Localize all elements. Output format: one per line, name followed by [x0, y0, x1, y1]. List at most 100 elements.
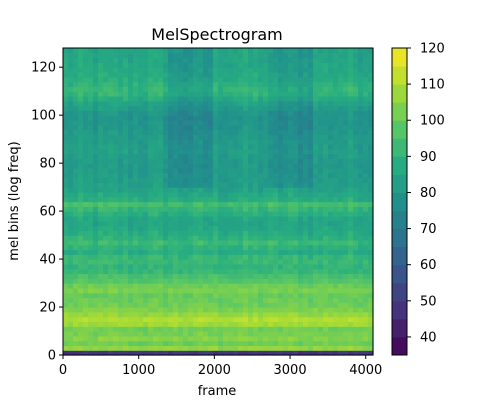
heatmap-cell [128, 167, 134, 174]
heatmap-cell [173, 215, 179, 222]
heatmap-cell [243, 67, 249, 73]
heatmap-cell [278, 129, 284, 135]
heatmap-cell [88, 143, 94, 150]
heatmap-cell [198, 52, 204, 59]
heatmap-cell [218, 182, 224, 188]
heatmap-cell [298, 187, 304, 193]
heatmap-cell [128, 95, 134, 102]
heatmap-cell [363, 57, 369, 63]
heatmap-cell [263, 105, 269, 111]
heatmap-cell [148, 321, 154, 327]
heatmap-cell [358, 259, 364, 265]
heatmap-cell [198, 302, 204, 308]
heatmap-cell [168, 91, 174, 97]
heatmap-cell [178, 139, 184, 145]
heatmap-cell [193, 278, 199, 284]
heatmap-cell [253, 172, 259, 179]
heatmap-cell [178, 283, 184, 289]
heatmap-cell [263, 71, 269, 78]
heatmap-cell [368, 91, 374, 97]
heatmap-cell [248, 71, 254, 78]
heatmap-cell [358, 158, 364, 164]
heatmap-cell [88, 81, 94, 87]
heatmap-cell [98, 263, 104, 270]
heatmap-cell [333, 302, 339, 308]
y-tick-label: 40 [39, 253, 56, 268]
heatmap-cell [308, 225, 314, 231]
heatmap-cell [303, 177, 309, 183]
heatmap-cell [258, 196, 264, 203]
heatmap-cell [363, 307, 369, 313]
heatmap-cell [173, 273, 179, 279]
heatmap-cell [283, 119, 289, 126]
heatmap-cell [108, 254, 114, 260]
heatmap-cell [133, 263, 139, 270]
heatmap-cell [178, 263, 184, 270]
heatmap-cell [113, 187, 119, 193]
heatmap-cell [273, 259, 279, 265]
heatmap-cell [113, 143, 119, 150]
heatmap-cell [358, 278, 364, 284]
heatmap-cell [353, 67, 359, 73]
heatmap-cell [263, 316, 269, 323]
heatmap-cell [103, 278, 109, 284]
heatmap-cell [148, 273, 154, 279]
heatmap-cell [343, 259, 349, 265]
heatmap-cell [103, 215, 109, 222]
heatmap-cell [143, 220, 149, 227]
heatmap-cell [218, 249, 224, 255]
heatmap-cell [113, 249, 119, 255]
heatmap-cell [88, 158, 94, 164]
heatmap-cell [228, 340, 234, 347]
heatmap-cell [358, 263, 364, 270]
heatmap-cell [143, 263, 149, 270]
heatmap-cell [158, 249, 164, 255]
heatmap-cell [143, 287, 149, 294]
heatmap-cell [273, 119, 279, 126]
heatmap-cell [208, 331, 214, 337]
heatmap-cell [263, 335, 269, 342]
heatmap-cell [283, 225, 289, 231]
heatmap-cell [238, 273, 244, 279]
heatmap-cell [328, 350, 334, 356]
heatmap-cell [228, 110, 234, 116]
heatmap-cell [133, 81, 139, 87]
heatmap-cell [323, 134, 329, 140]
heatmap-cell [93, 91, 99, 97]
heatmap-cell [323, 100, 329, 107]
heatmap-cell [108, 235, 114, 241]
heatmap-cell [188, 105, 194, 111]
heatmap-cell [363, 158, 369, 164]
heatmap-cell [223, 52, 229, 59]
heatmap-cell [188, 129, 194, 135]
heatmap-cell [178, 215, 184, 222]
heatmap-cell [288, 52, 294, 59]
heatmap-cell [83, 86, 89, 92]
heatmap-cell [313, 259, 319, 265]
heatmap-cell [83, 143, 89, 150]
colorbar-band [392, 66, 407, 85]
heatmap-cell [103, 249, 109, 255]
heatmap-cell [358, 134, 364, 140]
heatmap-cell [368, 254, 374, 260]
heatmap-cell [168, 115, 174, 121]
heatmap-cell [183, 244, 189, 251]
heatmap-cell [338, 167, 344, 174]
x-axis-ticks: 0 1000 2000 3000 4000 [59, 355, 382, 378]
heatmap-cell [183, 182, 189, 188]
heatmap-cell [138, 167, 144, 174]
heatmap-cell [218, 211, 224, 217]
heatmap-cell [208, 249, 214, 255]
heatmap-cell [88, 86, 94, 92]
heatmap-cell [68, 254, 74, 260]
heatmap-cell [118, 172, 124, 179]
heatmap-cell [218, 143, 224, 150]
heatmap-cell [103, 287, 109, 294]
heatmap-cell [263, 81, 269, 87]
heatmap-cell [358, 316, 364, 323]
heatmap-cell [243, 302, 249, 308]
heatmap-cell [203, 163, 209, 169]
heatmap-cell [298, 335, 304, 342]
heatmap-cell [278, 211, 284, 217]
heatmap-cell [93, 278, 99, 284]
